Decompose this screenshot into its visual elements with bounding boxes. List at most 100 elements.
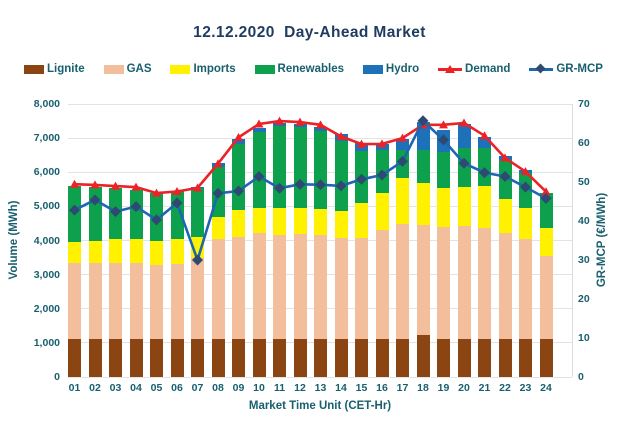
bar-22-imports xyxy=(498,199,512,234)
bar-05-lignite xyxy=(150,339,163,377)
demand-marker-icon xyxy=(70,179,79,188)
demand-marker-icon xyxy=(234,132,243,141)
diamond-marker-icon xyxy=(535,63,546,74)
bar-14-lignite xyxy=(334,339,348,377)
demand-marker-icon xyxy=(90,180,100,189)
demand-marker-icon xyxy=(254,119,264,128)
demand-marker-icon xyxy=(459,118,469,127)
gr-mcp-marker-icon xyxy=(315,179,326,191)
gr-mcp-marker-icon xyxy=(335,180,347,192)
bar-22-lignite xyxy=(498,339,512,377)
legend-label: Lignite xyxy=(47,63,85,75)
bar-03-gas xyxy=(109,262,122,340)
bar-11-imports xyxy=(273,207,286,236)
bar-07-lignite xyxy=(191,339,204,377)
y-axis-tick-right: 40 xyxy=(578,215,590,227)
bar-09-lignite xyxy=(232,339,245,377)
bar-01-gas xyxy=(68,263,81,340)
bar-17-lignite xyxy=(396,339,409,377)
bar-12-imports xyxy=(293,208,307,235)
gr-mcp-marker-icon xyxy=(397,155,408,167)
legend-swatch-renewables xyxy=(254,64,275,74)
bar-20-lignite xyxy=(457,339,471,377)
y-axis-tick-left: 5,000 xyxy=(33,200,60,213)
gr-mcp-marker-icon xyxy=(458,157,470,169)
gr-mcp-marker-icon xyxy=(130,201,142,213)
bar-11-hydro xyxy=(273,122,286,127)
plot-area xyxy=(68,103,573,378)
demand-marker-icon xyxy=(131,182,141,191)
x-axis-tick-12: 12 xyxy=(294,382,306,394)
bar-21-hydro xyxy=(478,137,491,149)
bar-20-hydro xyxy=(457,123,471,148)
bar-18-imports xyxy=(416,182,430,225)
bar-10-lignite xyxy=(252,339,266,377)
gr-mcp-marker-icon xyxy=(417,115,429,127)
legend-item-hydro: Hydro xyxy=(362,63,419,75)
gr-mcp-marker-icon xyxy=(192,254,203,266)
bar-12-renewables xyxy=(293,126,307,209)
line-series-layer xyxy=(69,115,552,266)
x-axis-tick-18: 18 xyxy=(417,382,429,394)
y-axis-title-right: GR-MCP (€/MWh) xyxy=(596,192,608,288)
demand-marker-icon xyxy=(111,181,120,190)
bar-24-imports xyxy=(539,228,553,256)
gr-mcp-marker-icon xyxy=(376,169,388,181)
y-axis-tick-left: 7,000 xyxy=(33,132,60,145)
bar-08-lignite xyxy=(211,339,225,377)
bar-14-gas xyxy=(334,238,348,340)
legend-item-gas: GAS xyxy=(103,63,152,75)
bar-03-imports xyxy=(109,238,122,263)
bar-12-gas xyxy=(293,234,307,340)
bar-24-renewables xyxy=(539,192,553,229)
x-axis-tick-21: 21 xyxy=(478,382,491,394)
bar-19-imports xyxy=(437,188,450,227)
x-axis-tick-02: 02 xyxy=(89,382,101,394)
demand-marker-icon xyxy=(398,133,407,142)
bar-14-imports xyxy=(334,210,348,239)
x-axis-tick-20: 20 xyxy=(458,382,470,394)
x-axis-tick-04: 04 xyxy=(130,382,142,394)
demand-marker-icon xyxy=(172,187,182,196)
x-axis-tick-16: 16 xyxy=(376,382,388,394)
bar-21-renewables xyxy=(478,148,491,186)
gr-mcp-marker-icon xyxy=(274,182,285,194)
bar-13-imports xyxy=(314,209,327,236)
legend-label: Imports xyxy=(193,63,236,75)
bar-22-gas xyxy=(498,233,512,340)
bar-18-renewables xyxy=(416,149,430,183)
bar-09-hydro xyxy=(232,139,245,145)
bar-18-gas xyxy=(416,224,430,336)
bar-06-imports xyxy=(170,239,184,265)
x-axis-tick-19: 19 xyxy=(437,382,450,394)
bar-17-imports xyxy=(396,177,409,225)
y-axis-tick-left: 1,000 xyxy=(33,336,60,349)
bar-02-imports xyxy=(88,240,102,264)
bar-13-lignite xyxy=(314,339,327,377)
legend-swatch-hydro xyxy=(362,64,383,74)
demand-marker-icon xyxy=(541,187,551,196)
gr-mcp-marker-icon xyxy=(151,214,162,226)
demand-marker-icon xyxy=(377,139,387,148)
bar-07-renewables xyxy=(191,188,204,238)
gr-mcp-marker-icon xyxy=(356,173,367,185)
bar-08-gas xyxy=(211,238,225,340)
bar-24-lignite xyxy=(539,339,553,377)
legend-label: GR-MCP xyxy=(556,63,603,75)
gr-mcp-marker-icon xyxy=(69,204,80,216)
bar-10-hydro xyxy=(252,128,266,132)
bar-17-hydro xyxy=(396,139,409,150)
legend-item-imports: Imports xyxy=(170,63,236,75)
bar-15-gas xyxy=(355,237,368,340)
legend-item-renewables: Renewables xyxy=(254,63,344,75)
y-axis-tick-right: 60 xyxy=(578,137,590,149)
y-axis-tick-left: 4,000 xyxy=(33,234,60,247)
bar-06-gas xyxy=(170,264,184,340)
bar-11-lignite xyxy=(273,339,286,377)
gr-mcp-marker-icon xyxy=(233,185,244,197)
demand-line xyxy=(74,119,547,195)
legend-label: GAS xyxy=(126,63,152,75)
bar-04-imports xyxy=(129,238,143,264)
x-axis-tick-17: 17 xyxy=(396,382,409,394)
chart-title: 12.12.2020 Day-Ahead Market xyxy=(193,24,426,41)
